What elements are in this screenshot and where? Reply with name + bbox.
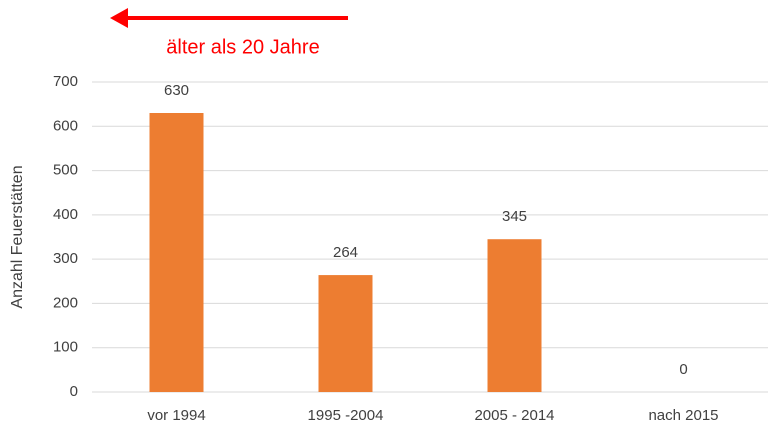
bar — [318, 275, 373, 392]
y-tick-label: 200 — [53, 294, 78, 311]
y-tick-label: 400 — [53, 206, 78, 223]
y-tick-label: 500 — [53, 162, 78, 179]
y-tick-label: 600 — [53, 117, 78, 134]
y-tick-label: 300 — [53, 250, 78, 267]
y-tick-label: 700 — [53, 73, 78, 90]
data-label: 0 — [679, 361, 687, 378]
arrow-head — [110, 8, 128, 28]
annotation: älter als 20 Jahre — [166, 36, 319, 58]
y-tick-label: 100 — [53, 339, 78, 356]
data-label: 264 — [333, 244, 358, 261]
y-tick-label: 0 — [70, 383, 78, 400]
bar — [149, 113, 204, 392]
bar — [487, 239, 542, 392]
x-tick-label: nach 2015 — [648, 407, 718, 424]
x-tick-label: 1995 -2004 — [308, 407, 384, 424]
data-label: 630 — [164, 82, 189, 99]
data-label: 345 — [502, 208, 527, 225]
y-axis-label: Anzahl Feuerstätten — [9, 165, 26, 308]
x-tick-label: 2005 - 2014 — [474, 407, 554, 424]
x-tick-label: vor 1994 — [147, 407, 205, 424]
